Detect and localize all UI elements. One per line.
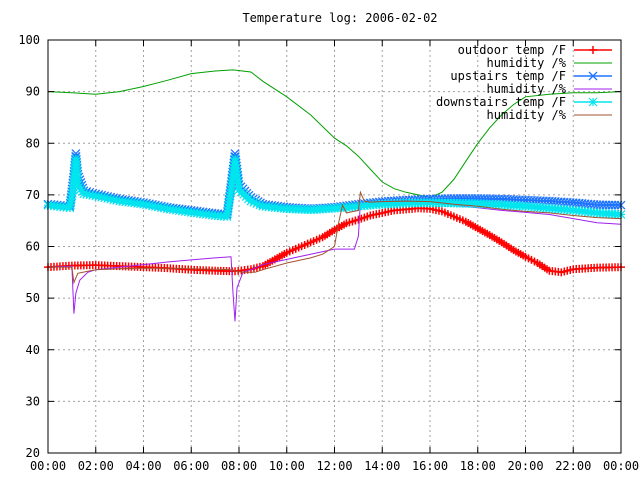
star-marker: [112, 196, 122, 205]
y-tick-label: 60: [26, 240, 40, 254]
legend-label: downstairs temp /F: [436, 95, 566, 109]
star-marker: [246, 196, 256, 206]
star-marker: [249, 197, 259, 207]
star-marker: [94, 192, 104, 201]
x-tick-label: 02:00: [78, 459, 114, 473]
star-marker: [106, 194, 116, 204]
y-tick-label: 30: [26, 394, 40, 408]
star-marker: [588, 97, 598, 107]
legend-item: humidity /%: [487, 82, 612, 96]
legend-item: downstairs temp /F: [436, 95, 612, 109]
series-line: [47, 69, 622, 199]
series-humidity-: [47, 69, 622, 199]
y-tick-labels: 20 30 40 50 60 70 80 90 100: [18, 33, 40, 460]
series-line: [48, 190, 622, 285]
legend-label: upstairs temp /F: [450, 69, 566, 83]
y-tick-label: 70: [26, 188, 40, 202]
x-tick-label: 08:00: [221, 459, 257, 473]
x-tick-label: 18:00: [460, 459, 496, 473]
star-marker: [103, 194, 113, 203]
x-tick-label: 04:00: [125, 459, 161, 473]
x-tick-label: 20:00: [507, 459, 543, 473]
star-marker: [91, 191, 101, 201]
star-marker: [97, 192, 107, 202]
x-tick-labels: 00:00 02:00 04:00 06:00 08:00 10:00 12:00 14:00…: [30, 459, 639, 473]
x-tick-label: 22:00: [555, 459, 591, 473]
star-marker: [109, 195, 119, 205]
y-tick-label: 90: [26, 85, 40, 99]
y-tick-label: 100: [18, 33, 40, 47]
star-marker: [255, 200, 265, 210]
y-tick-label: 20: [26, 446, 40, 460]
series-downstairs-temp-f: [43, 154, 626, 221]
cross-marker: [588, 71, 598, 81]
legend-label: humidity /%: [487, 108, 567, 122]
legend-item: outdoor temp /F: [458, 43, 612, 57]
plus-marker: [589, 46, 597, 54]
y-tick-label: 50: [26, 291, 40, 305]
legend-item: humidity /%: [487, 108, 612, 122]
star-marker: [252, 199, 262, 209]
x-tick-label: 16:00: [412, 459, 448, 473]
legend-label: humidity /%: [487, 56, 567, 70]
legend-label: humidity /%: [487, 82, 567, 96]
legend-label: outdoor temp /F: [458, 43, 566, 57]
tick-marks: [47, 39, 622, 454]
y-tick-label: 80: [26, 136, 40, 150]
legend-item: humidity /%: [487, 56, 612, 70]
x-tick-label: 00:00: [603, 459, 639, 473]
series-layer: [43, 69, 626, 322]
legend-item: upstairs temp /F: [450, 69, 612, 83]
star-marker: [100, 193, 110, 203]
x-tick-label: 10:00: [269, 459, 305, 473]
y-tick-label: 40: [26, 343, 40, 357]
x-tick-label: 06:00: [173, 459, 209, 473]
x-tick-label: 00:00: [30, 459, 66, 473]
chart-title: Temperature log: 2006-02-02: [242, 11, 437, 25]
x-tick-label: 12:00: [316, 459, 352, 473]
x-tick-label: 14:00: [364, 459, 400, 473]
series-humidity-: [48, 190, 622, 285]
